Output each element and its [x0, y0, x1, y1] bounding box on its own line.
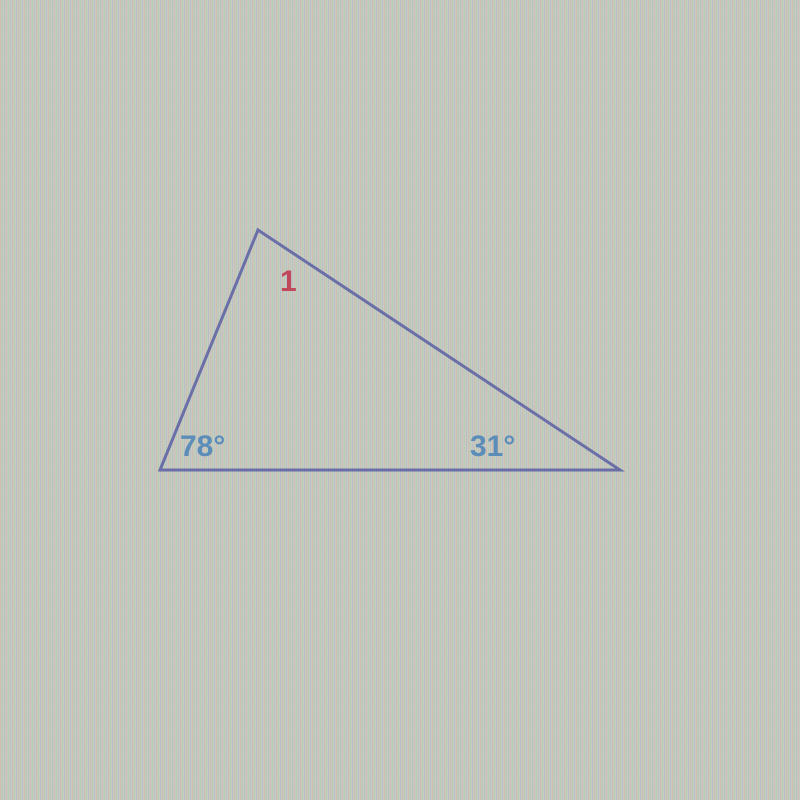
angle-label-left: 78°: [180, 430, 225, 464]
angle-label-right: 31°: [470, 430, 515, 464]
triangle-svg: [0, 0, 800, 800]
diagram-canvas: 1 78° 31°: [0, 0, 800, 800]
subpixel-overlay: [0, 0, 800, 800]
angle-label-top: 1: [280, 265, 297, 299]
